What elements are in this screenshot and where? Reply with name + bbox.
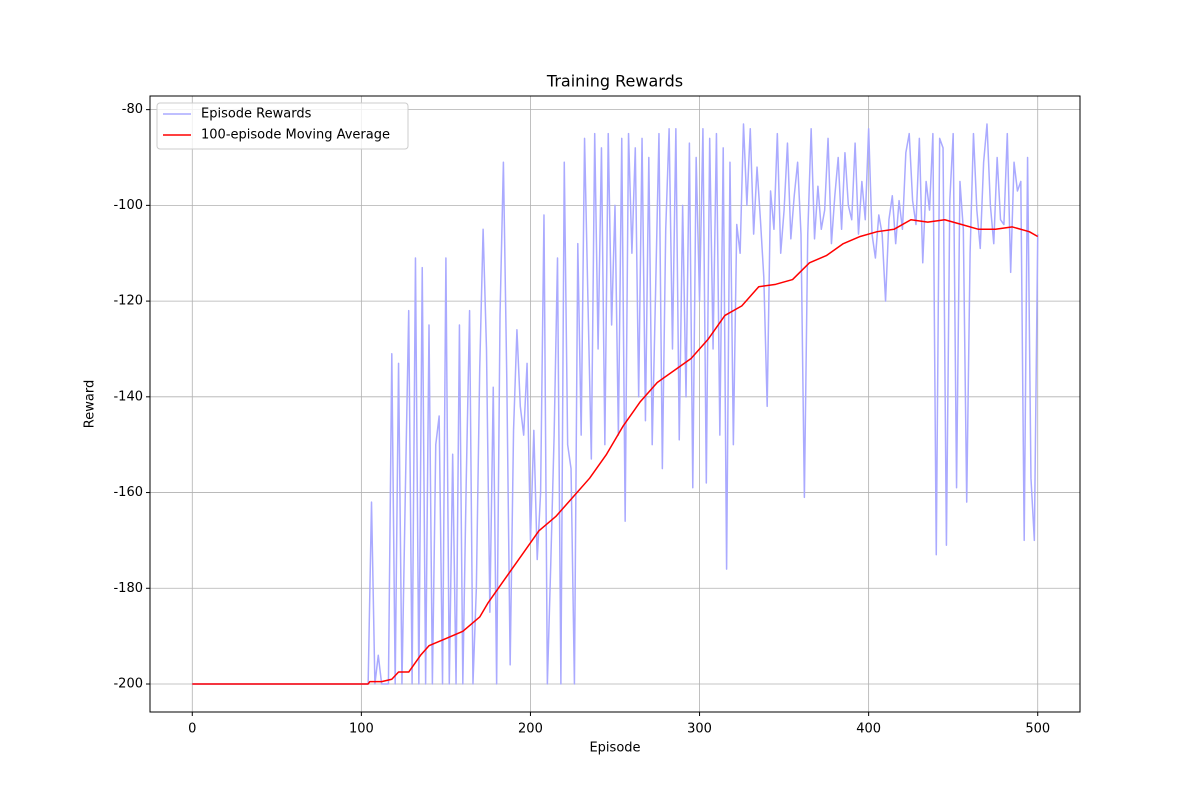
y-axis-label: Reward <box>83 380 98 428</box>
y-tick-label: -180 <box>113 581 143 596</box>
y-tick-label: -200 <box>113 677 143 692</box>
y-tick-label: -100 <box>113 198 143 213</box>
series-line <box>192 218 1039 685</box>
x-tick-label: 100 <box>349 722 374 737</box>
y-tick-label: -160 <box>113 485 143 500</box>
x-axis-label: Episode <box>589 741 640 756</box>
x-tick-label: 400 <box>856 722 881 737</box>
legend-box <box>156 102 409 150</box>
legend-label: 100-episode Moving Average <box>201 128 390 143</box>
x-tick-label: 300 <box>687 722 712 737</box>
y-tick-label: -120 <box>113 294 143 309</box>
x-tick-label: 200 <box>518 722 543 737</box>
series-line <box>192 123 1039 685</box>
legend-label: Episode Rewards <box>201 107 312 122</box>
plot-frame <box>149 95 1081 713</box>
chart-title: Training Rewards <box>546 72 683 91</box>
x-tick-label: 0 <box>188 722 196 737</box>
y-tick-label: -140 <box>113 389 143 404</box>
y-tick-label: -80 <box>122 102 143 117</box>
x-tick-label: 500 <box>1025 722 1050 737</box>
